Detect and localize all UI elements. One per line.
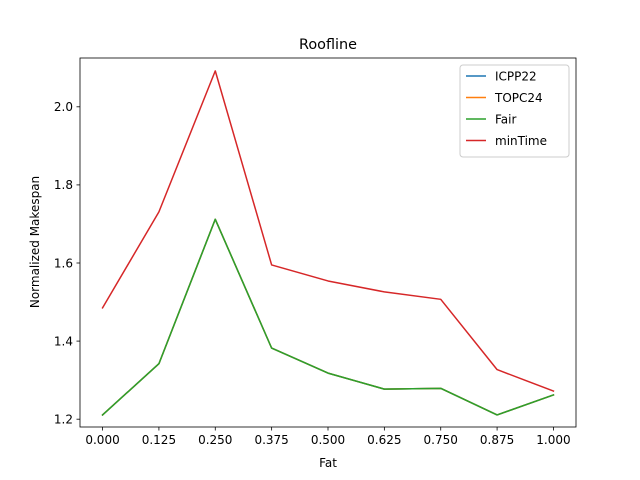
legend: ICPP22 TOPC24 Fair minTime	[459, 64, 570, 158]
series-line-mintime	[101, 70, 555, 393]
series-line-topc24	[101, 218, 555, 416]
legend-box	[459, 64, 570, 158]
x-tick-label: 0.750	[424, 433, 458, 447]
y-axis: 1.2 1.4 1.6 1.8 2.0	[54, 100, 80, 426]
x-axis: 0.000 0.125 0.250 0.375 0.500 0.625 0.750 0.875…	[85, 427, 571, 447]
series-line-fair	[101, 218, 555, 416]
y-tick-label: 1.8	[54, 178, 73, 192]
y-tick-label: 1.6	[54, 256, 73, 270]
x-tick-label: 1.000	[536, 433, 570, 447]
x-tick-label: 0.250	[198, 433, 232, 447]
legend-label-icpp22: ICPP22	[495, 69, 537, 83]
legend-label-mintime: minTime	[495, 134, 547, 148]
legend-label-topc24: TOPC24	[494, 91, 543, 105]
plot-lines	[101, 70, 555, 416]
x-tick-label: 0.625	[367, 433, 401, 447]
x-tick-label: 0.375	[254, 433, 288, 447]
x-tick-label: 0.500	[311, 433, 345, 447]
y-tick-label: 1.4	[54, 334, 73, 348]
legend-label-fair: Fair	[495, 112, 516, 126]
y-tick-label: 1.2	[54, 412, 73, 426]
chart-title: Roofline	[299, 37, 357, 53]
x-tick-label: 0.000	[85, 433, 119, 447]
y-tick-label: 2.0	[54, 100, 73, 114]
series-line-icpp22	[101, 218, 555, 416]
x-tick-label: 0.875	[480, 433, 514, 447]
y-axis-label: Normalized Makespan	[28, 176, 42, 308]
x-axis-label: Fat	[319, 456, 337, 470]
x-tick-label: 0.125	[142, 433, 176, 447]
